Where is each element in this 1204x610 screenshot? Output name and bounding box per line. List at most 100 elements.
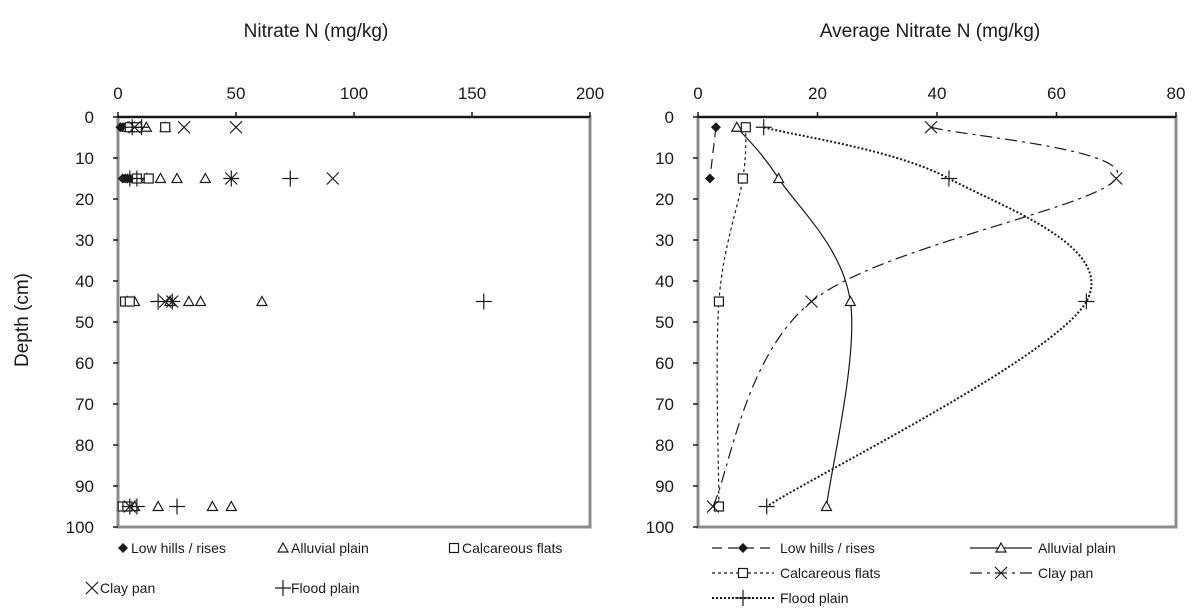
- right-chart-title: Average Nitrate N (mg/kg): [820, 21, 1040, 42]
- legend-marker-flood-plain: [275, 580, 291, 596]
- left-chart-legend: Low hills / rises Alluvial plain Calcareou…: [85, 540, 562, 596]
- right-data-point: [706, 500, 720, 513]
- left-data-point: [128, 170, 145, 187]
- legend-item-calcareous-flats: Calcareous flats: [448, 540, 562, 556]
- right-y-tick-label: 90: [655, 477, 674, 496]
- legend-label-alluvial-plain: Alluvial plain: [1038, 540, 1116, 556]
- legend-item-alluvial-plain: Alluvial plain: [970, 540, 1116, 556]
- right-data-point: [713, 296, 725, 307]
- left-y-tick-label: 40: [75, 272, 94, 291]
- left-y-tick-label: 0: [85, 108, 94, 127]
- left-y-tick-label: 70: [75, 395, 94, 414]
- legend-label-alluvial-plain: Alluvial plain: [291, 540, 369, 556]
- legend-marker-low-hills-rises: [118, 543, 128, 553]
- right-plot-frame: [696, 115, 1178, 529]
- right-x-tick-label: 80: [1167, 84, 1186, 103]
- left-data-point: [194, 295, 207, 307]
- right-series-line-flood-plain: [763, 126, 1093, 508]
- right-y-tick-label: 0: [665, 108, 674, 127]
- right-chart-legend: Low hills / rises Alluvial plain Calcareou…: [712, 540, 1116, 606]
- left-x-tick-label: 50: [227, 84, 246, 103]
- right-y-tick-label: 50: [655, 313, 674, 332]
- legend-label-flood-plain: Flood plain: [291, 580, 360, 596]
- legend-marker-calcareous-flats: [448, 542, 460, 554]
- legend-item-alluvial-plain: Alluvial plain: [276, 540, 369, 556]
- left-data-point: [326, 172, 340, 185]
- left-series-flood-plain: [121, 119, 492, 515]
- right-data-point: [713, 501, 725, 512]
- legend-label-flood-plain: Flood plain: [780, 590, 849, 606]
- left-data-point: [255, 295, 268, 307]
- left-data-point: [282, 170, 299, 187]
- legend-label-clay-pan: Clay pan: [100, 580, 155, 596]
- right-data-point: [704, 173, 715, 184]
- right-series-line-calcareous-flats: [716, 127, 747, 507]
- legend-label-calcareous-flats: Calcareous flats: [462, 540, 562, 556]
- right-x-tick-label: 0: [693, 84, 702, 103]
- legend-marker-clay-pan: [85, 581, 99, 595]
- left-x-tick-label: 0: [113, 84, 122, 103]
- left-chart-title: Nitrate N (mg/kg): [244, 21, 389, 42]
- right-data-point: [844, 295, 857, 307]
- left-data-point: [164, 293, 181, 310]
- legend-label-calcareous-flats: Calcareous flats: [780, 565, 880, 581]
- left-y-tick-label: 20: [75, 190, 94, 209]
- legend-marker-low-hills-rises: [738, 543, 748, 553]
- right-data-point: [772, 172, 785, 184]
- left-data-point: [225, 500, 238, 512]
- left-y-tick-label: 10: [75, 149, 94, 168]
- right-series-flood-plain: [755, 119, 1095, 515]
- right-x-tick-label: 40: [928, 84, 947, 103]
- left-data-point: [150, 293, 167, 310]
- right-data-point: [924, 120, 938, 134]
- left-data-point: [133, 119, 150, 136]
- right-y-tick-label: 40: [655, 272, 674, 291]
- left-data-point: [170, 172, 184, 184]
- left-data-point: [223, 170, 240, 187]
- legend-item-flood-plain: Flood plain: [275, 580, 360, 596]
- right-data-point: [1109, 172, 1123, 185]
- left-data-point: [160, 122, 171, 133]
- left-y-tick-label: 30: [75, 231, 94, 250]
- left-data-point: [124, 296, 135, 307]
- right-data-point: [740, 122, 751, 133]
- left-y-tick-label: 100: [66, 518, 94, 537]
- legend-label-low-hills-rises: Low hills / rises: [131, 540, 226, 556]
- right-y-tick-label: 10: [655, 149, 674, 168]
- left-chart-y-axis-label: Depth (cm): [12, 273, 33, 367]
- legend-item-low-hills-rises: Low hills / rises: [118, 540, 226, 556]
- legend-marker-calcareous-flats: [737, 567, 749, 579]
- left-data-point: [206, 500, 219, 512]
- right-series-alluvial-plain: [730, 121, 857, 512]
- left-x-tick-label: 100: [340, 84, 368, 103]
- right-data-point: [710, 122, 721, 133]
- right-series-line-alluvial-plain: [736, 126, 853, 507]
- right-data-point: [737, 173, 748, 184]
- right-y-tick-label: 80: [655, 436, 674, 455]
- left-y-tick-label: 60: [75, 354, 94, 373]
- right-chart: 0 20 40 60 80 0 10 20 30 40 50 60 70 80 90 100: [646, 84, 1186, 537]
- legend-marker-alluvial-plain: [276, 541, 290, 553]
- right-data-point: [1078, 293, 1095, 310]
- left-data-point: [229, 120, 243, 134]
- legend-item-calcareous-flats: Calcareous flats: [712, 565, 880, 581]
- left-data-point: [199, 172, 212, 184]
- legend-label-low-hills-rises: Low hills / rises: [780, 540, 875, 556]
- right-series-line-clay-pan: [712, 126, 1119, 507]
- right-y-tick-label: 20: [655, 190, 674, 209]
- left-y-tick-label: 50: [75, 313, 94, 332]
- left-data-point: [143, 173, 154, 184]
- left-y-tick-label: 80: [75, 436, 94, 455]
- left-x-tick-label: 200: [576, 84, 604, 103]
- right-series-clay-pan: [706, 120, 1123, 513]
- right-data-point: [805, 295, 818, 308]
- right-y-tick-label: 30: [655, 231, 674, 250]
- left-data-point: [152, 500, 165, 512]
- right-data-point: [730, 121, 743, 132]
- right-series-calcareous-flats: [713, 122, 751, 512]
- left-data-point: [128, 498, 145, 515]
- left-data-point: [154, 172, 167, 184]
- legend-marker-flood-plain: [735, 590, 751, 606]
- legend-item-clay-pan: Clay pan: [85, 580, 155, 596]
